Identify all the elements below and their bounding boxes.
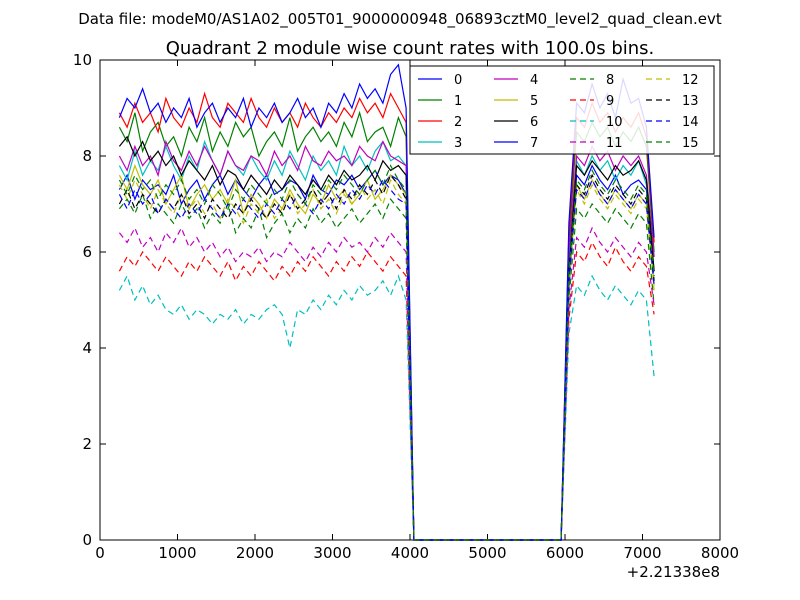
series-line-14 xyxy=(118,178,655,541)
x-tick-label: 5000 xyxy=(468,544,506,562)
legend-label-10: 10 xyxy=(606,115,623,130)
x-tick-label: 1000 xyxy=(158,544,196,562)
suptitle: Data file: modeM0/AS1A02_005T01_90000009… xyxy=(78,10,722,29)
series-layer xyxy=(118,63,655,541)
legend-label-14: 14 xyxy=(682,115,699,130)
x-tick-label: 0 xyxy=(95,544,105,562)
series-line-12 xyxy=(118,178,655,541)
x-tick-label: 8000 xyxy=(701,544,739,562)
series-line-11 xyxy=(118,226,655,541)
series-line-3 xyxy=(118,139,655,541)
series-line-13 xyxy=(118,173,655,541)
y-tick-label: 6 xyxy=(82,243,92,261)
x-tick-label: 2000 xyxy=(236,544,274,562)
series-line-8 xyxy=(118,192,655,541)
series-line-6 xyxy=(118,135,655,541)
series-line-15 xyxy=(118,164,655,541)
y-tick-label: 8 xyxy=(82,147,92,165)
y-tick-label: 0 xyxy=(82,531,92,549)
legend-label-2: 2 xyxy=(454,115,462,130)
legend-label-15: 15 xyxy=(682,136,699,151)
series-line-10 xyxy=(118,274,655,541)
x-tick-label: 3000 xyxy=(313,544,351,562)
legend-label-9: 9 xyxy=(606,94,614,109)
y-tick-label: 10 xyxy=(73,51,92,69)
legend-label-8: 8 xyxy=(606,73,614,88)
legend-label-4: 4 xyxy=(530,73,538,88)
x-tick-label: 6000 xyxy=(546,544,584,562)
x-offset-label: +2.21338e8 xyxy=(627,563,720,581)
legend-label-12: 12 xyxy=(682,73,699,88)
legend-label-5: 5 xyxy=(530,94,538,109)
chart-title: Quadrant 2 module wise count rates with … xyxy=(166,38,655,59)
legend-box xyxy=(409,65,715,155)
series-line-9 xyxy=(118,240,655,541)
x-tick-label: 4000 xyxy=(391,544,429,562)
legend-label-3: 3 xyxy=(454,136,462,151)
legend-label-0: 0 xyxy=(454,73,462,88)
legend-label-6: 6 xyxy=(530,115,538,130)
legend-label-13: 13 xyxy=(682,94,699,109)
y-tick-label: 2 xyxy=(82,435,92,453)
series-line-4 xyxy=(118,139,655,541)
legend-label-1: 1 xyxy=(454,94,462,109)
legend-label-11: 11 xyxy=(606,136,623,151)
x-tick-label: 7000 xyxy=(623,544,661,562)
y-tick-label: 4 xyxy=(82,339,92,357)
legend-label-7: 7 xyxy=(530,136,538,151)
